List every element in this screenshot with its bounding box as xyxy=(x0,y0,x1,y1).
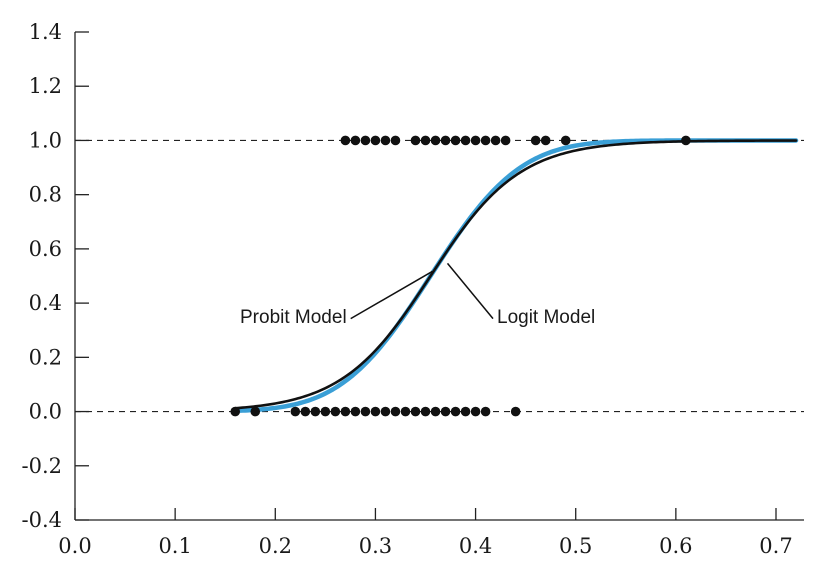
observation-point-y0 xyxy=(450,406,461,417)
observation-points xyxy=(230,135,691,417)
observation-point-y0 xyxy=(440,406,451,417)
observation-point-y1 xyxy=(420,135,431,146)
observation-point-y0 xyxy=(290,406,301,417)
y-tick-label: -0.4 xyxy=(22,508,63,532)
y-tick-label: 1.4 xyxy=(29,20,62,44)
observation-point-y1 xyxy=(490,135,501,146)
leader-line-probit xyxy=(350,270,433,320)
observation-point-y1 xyxy=(450,135,461,146)
observation-point-y0 xyxy=(430,406,441,417)
observation-point-y1 xyxy=(440,135,451,146)
observation-point-y1 xyxy=(410,135,421,146)
y-tick-label: -0.2 xyxy=(22,454,63,478)
x-tick-label: 0.2 xyxy=(259,534,292,558)
x-tick-label: 0.1 xyxy=(158,534,191,558)
x-tick-label: 0.6 xyxy=(659,534,692,558)
observation-point-y0 xyxy=(480,406,491,417)
probit-curve xyxy=(232,138,799,414)
observation-point-y0 xyxy=(310,406,321,417)
observation-point-y0 xyxy=(250,406,261,417)
y-tick-label: 0.4 xyxy=(29,291,62,315)
observation-point-y0 xyxy=(380,406,391,417)
axes xyxy=(74,32,804,521)
observation-point-y1 xyxy=(340,135,351,146)
x-tick-label: 0.4 xyxy=(459,534,492,558)
observation-point-y0 xyxy=(460,406,471,417)
y-tick-label: 0.2 xyxy=(29,345,62,369)
observation-point-y1 xyxy=(460,135,471,146)
observation-point-y1 xyxy=(470,135,481,146)
observation-point-y1 xyxy=(390,135,401,146)
x-tick-label: 0.0 xyxy=(58,534,91,558)
observation-point-y0 xyxy=(360,406,371,417)
x-tick-label: 0.7 xyxy=(759,534,792,558)
model-curves xyxy=(232,138,799,414)
observation-point-y0 xyxy=(320,406,331,417)
observation-point-y0 xyxy=(340,406,351,417)
y-tick-label: 0.6 xyxy=(29,237,62,261)
logit-curve xyxy=(233,139,798,410)
observation-point-y0 xyxy=(370,406,381,417)
observation-point-y0 xyxy=(330,406,341,417)
y-tick-label: 1.0 xyxy=(29,128,62,152)
x-tick-label: 0.5 xyxy=(559,534,592,558)
observation-point-y1 xyxy=(360,135,371,146)
observation-point-y0 xyxy=(350,406,361,417)
annotation-probit-model: Probit Model xyxy=(240,307,347,328)
observation-point-y1 xyxy=(530,135,541,146)
observation-point-y0 xyxy=(470,406,481,417)
observation-point-y0 xyxy=(390,406,401,417)
observation-point-y0 xyxy=(410,406,421,417)
observation-point-y1 xyxy=(681,135,691,146)
reference-lines xyxy=(75,139,804,413)
observation-point-y1 xyxy=(430,135,441,146)
observation-point-y1 xyxy=(500,135,511,146)
y-tick-label: 0.0 xyxy=(29,400,62,424)
observation-point-y0 xyxy=(300,406,311,417)
observation-point-y1 xyxy=(540,135,551,146)
observation-point-y1 xyxy=(350,135,361,146)
observation-point-y0 xyxy=(400,406,411,417)
observation-point-y1 xyxy=(370,135,381,146)
y-tick-label: 1.2 xyxy=(29,74,62,98)
x-tick-label: 0.3 xyxy=(359,534,392,558)
y-ticks: -0.4 -0.2 0.0 0.2 0.4 0.6 0.8 1.0 1.2 1.4 xyxy=(22,20,89,532)
observation-point-y0 xyxy=(230,406,241,417)
observation-point-y1 xyxy=(560,135,571,146)
x-ticks: 0.0 0.1 0.2 0.3 0.4 0.5 0.6 0.7 xyxy=(58,508,793,558)
observation-point-y1 xyxy=(480,135,491,146)
curve-annotations: Probit Model Logit Model xyxy=(240,262,595,328)
observation-point-y0 xyxy=(420,406,431,417)
leader-line-logit xyxy=(446,262,494,320)
observation-point-y1 xyxy=(380,135,391,146)
annotation-logit-model: Logit Model xyxy=(497,307,595,328)
observation-point-y0 xyxy=(510,406,521,417)
y-tick-label: 0.8 xyxy=(29,183,62,207)
